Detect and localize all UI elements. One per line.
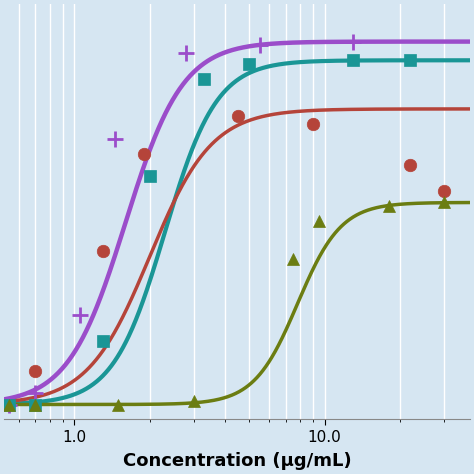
X-axis label: Concentration (μg/mL): Concentration (μg/mL) [123, 452, 351, 470]
